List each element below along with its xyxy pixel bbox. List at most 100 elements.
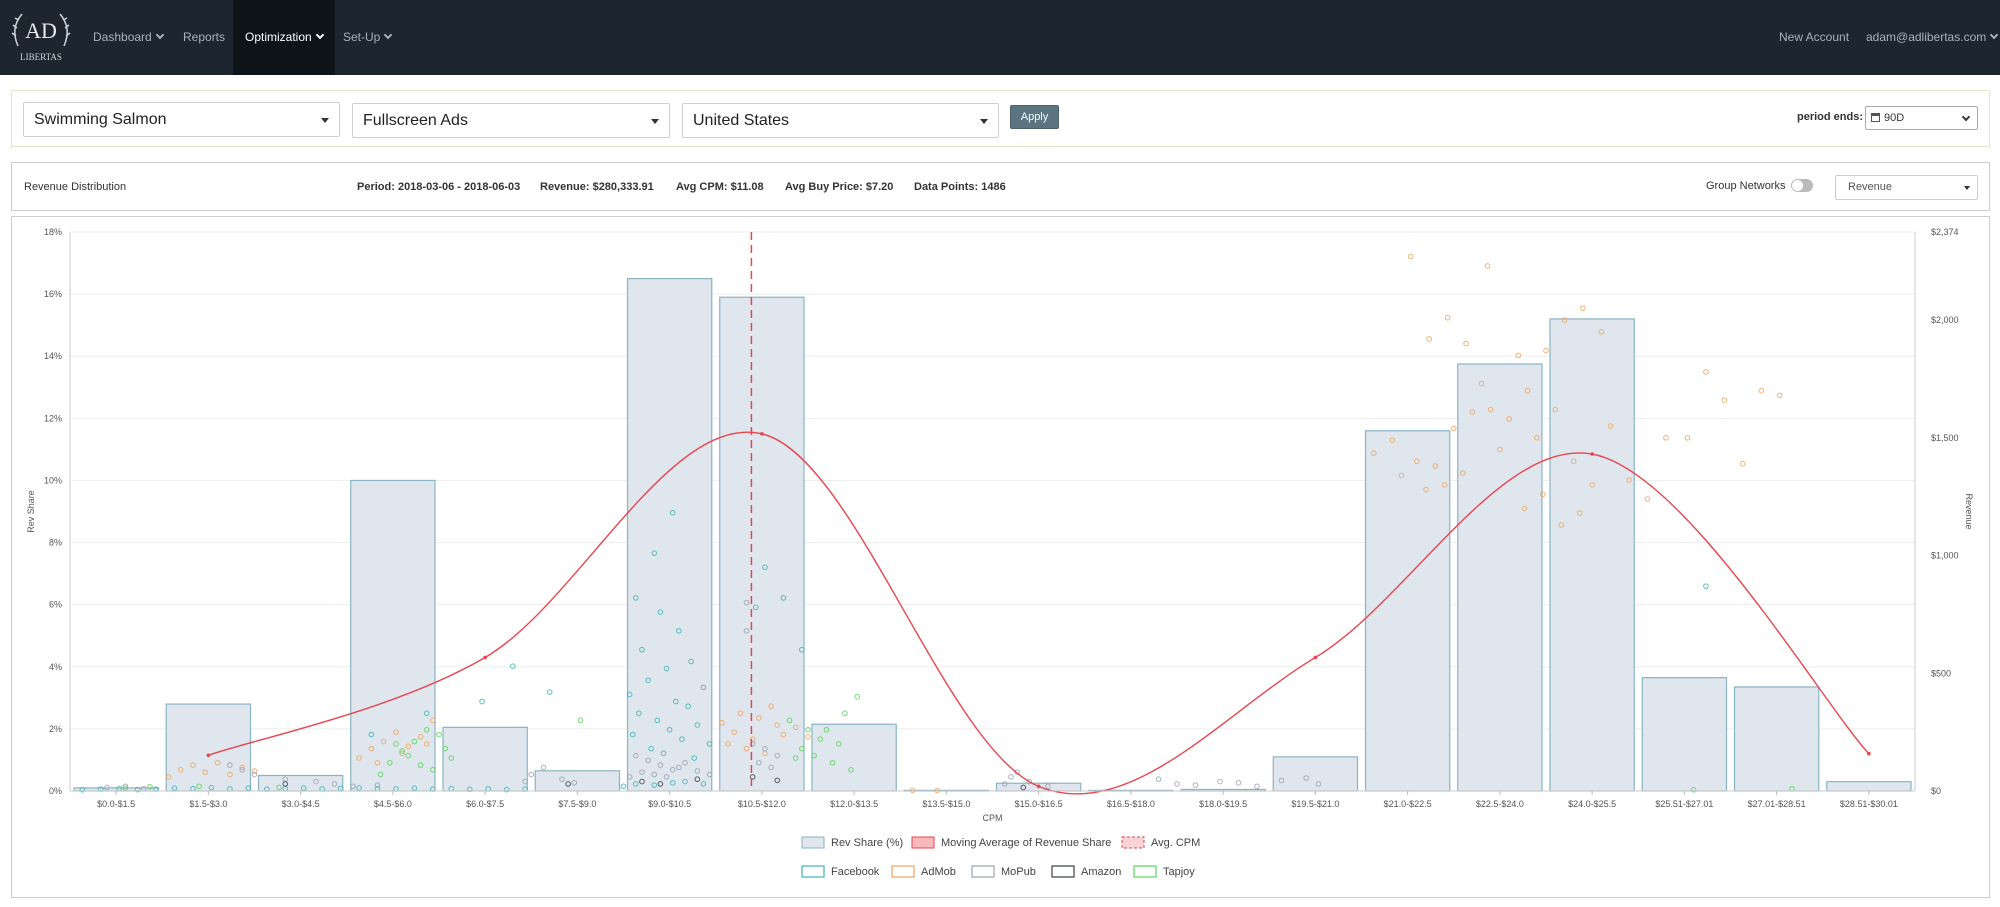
legend-swatch: [801, 865, 825, 878]
admob-point: [405, 743, 412, 750]
admob-point: [737, 710, 744, 717]
mopub-point: [559, 776, 565, 783]
admob-point: [1721, 397, 1728, 403]
apply-button[interactable]: Apply: [1010, 105, 1059, 129]
nav-user-menu[interactable]: adam@adlibertas.com: [1866, 0, 1999, 75]
facebook-point: [657, 609, 664, 615]
admob-point: [368, 745, 375, 752]
bar-4: [442, 726, 528, 792]
legend-label: MoPub: [1001, 866, 1036, 878]
mopub-point: [239, 767, 245, 773]
tapjoy-point: [147, 783, 153, 790]
mopub-point: [1217, 778, 1223, 785]
period-select[interactable]: 90D: [1865, 106, 1978, 130]
tapjoy-point: [829, 759, 836, 766]
admob-point: [1487, 406, 1494, 413]
x-axis-title: CPM: [983, 813, 1003, 823]
amazon-point: [639, 778, 645, 785]
chevron-down-icon: [384, 30, 393, 40]
tapjoy-point: [387, 759, 393, 766]
adlibertas-logo[interactable]: AD LIBERTAS: [8, 6, 74, 68]
moving-average-point: [206, 753, 211, 758]
admob-point: [251, 768, 258, 774]
admob-point: [1426, 336, 1432, 342]
legend-swatch: [971, 865, 995, 878]
nav-dashboard[interactable]: Dashboard: [93, 0, 164, 75]
admob-point: [1552, 406, 1559, 413]
admob-point: [1561, 317, 1568, 323]
x-tick-label: $4.5-$6.0: [374, 799, 412, 809]
mopub-point: [1254, 783, 1260, 790]
facebook-point: [700, 684, 707, 691]
tapjoy-point: [442, 745, 448, 752]
bar-2: [257, 774, 344, 792]
chevron-down-icon: [1961, 112, 1971, 122]
y-tick-label: 2%: [49, 724, 62, 734]
app-select[interactable]: Swimming Salmon: [23, 102, 340, 137]
nav-optimization[interactable]: Optimization: [233, 0, 335, 75]
nav-setup[interactable]: Set-Up: [343, 0, 393, 75]
mopub-point: [1008, 774, 1014, 780]
admob-point: [725, 741, 731, 747]
legend-label: Avg. CPM: [1151, 837, 1200, 849]
x-tick-label: $19.5-$21.0: [1291, 799, 1339, 809]
moving-average-line: [206, 431, 1871, 795]
mopub-point: [645, 757, 651, 764]
y2-tick-label: $500: [1931, 668, 1951, 678]
facebook-point: [669, 779, 676, 786]
x-tick-label: $7.5-$9.0: [558, 799, 596, 809]
facebook-point: [669, 509, 676, 516]
tapjoy-point: [377, 771, 384, 778]
amazon-point: [657, 781, 664, 787]
facebook-point: [245, 785, 252, 791]
moving-average-point: [1036, 784, 1041, 789]
amazon-point: [1020, 784, 1027, 791]
nav-reports[interactable]: Reports: [183, 30, 226, 44]
tapjoy-point: [417, 762, 424, 768]
facebook-point: [620, 783, 627, 790]
admob-point: [393, 729, 399, 735]
admob-point: [1607, 423, 1614, 429]
admob-point: [214, 759, 221, 766]
admob-point: [1515, 352, 1522, 359]
admob-point: [1740, 460, 1746, 467]
admob-point: [1663, 434, 1669, 441]
tapjoy-point: [817, 736, 824, 742]
mopub-point: [762, 745, 768, 752]
toggle-knob: [1792, 180, 1803, 191]
chevron-down-icon: [315, 30, 324, 40]
x-tick-label: $28.51-$30.01: [1840, 799, 1898, 809]
ad-type-select[interactable]: Fullscreen Ads: [352, 103, 670, 138]
facebook-point: [633, 595, 639, 601]
bar-6: [626, 277, 713, 792]
mopub-point: [1014, 769, 1020, 775]
mopub-point: [651, 771, 658, 778]
x-tick-label: $15.0-$16.5: [1015, 799, 1063, 809]
facebook-point: [546, 689, 553, 695]
mopub-point: [657, 762, 664, 768]
admob-point: [165, 774, 172, 780]
legend-swatch: [1121, 836, 1145, 849]
admob-point: [1432, 463, 1439, 469]
stat-avg-buy-price: Avg Buy Price: $7.20: [785, 181, 894, 193]
mopub-point: [1002, 781, 1008, 787]
network-scatter: [79, 253, 1795, 794]
group-networks-toggle[interactable]: [1791, 179, 1813, 192]
facebook-point: [651, 550, 658, 556]
bar-5: [534, 770, 621, 792]
legend-swatch: [1133, 865, 1157, 878]
metric-select[interactable]: Revenue: [1835, 175, 1978, 200]
legend-swatch: [911, 836, 935, 849]
facebook-point: [479, 698, 485, 705]
mopub-point: [528, 771, 535, 778]
admob-point: [1524, 387, 1531, 394]
facebook-point: [645, 677, 651, 684]
amazon-point: [694, 776, 701, 783]
x-tick-label: $27.01-$28.51: [1748, 799, 1806, 809]
legend-swatch: [891, 865, 915, 878]
moving-average-point: [1590, 452, 1594, 456]
country-select[interactable]: United States: [682, 103, 999, 138]
tapjoy-point: [799, 745, 805, 752]
nav-new-account[interactable]: New Account: [1779, 30, 1850, 44]
mopub-point: [694, 768, 701, 774]
